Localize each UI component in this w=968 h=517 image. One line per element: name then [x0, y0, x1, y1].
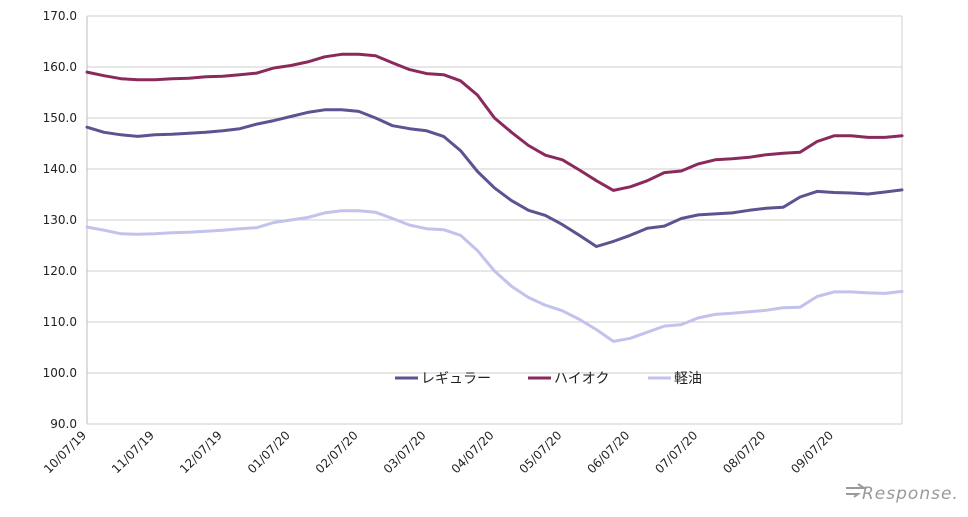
- legend-label-diesel: 軽油: [674, 371, 702, 387]
- x-tick-label: 09/07/20: [788, 428, 836, 476]
- x-tick-label: 01/07/20: [245, 428, 293, 476]
- y-tick-label: 160.0: [43, 60, 77, 74]
- series-line-high-octane: [85, 52, 904, 192]
- x-tick-label: 10/07/19: [41, 428, 89, 476]
- y-tick-label: 100.0: [43, 366, 77, 380]
- x-tick-label: 07/07/20: [652, 428, 700, 476]
- x-tick-label: 12/07/19: [177, 428, 225, 476]
- x-tick-label: 11/07/19: [109, 428, 157, 476]
- x-tick-label: 06/07/20: [584, 428, 632, 476]
- series-line-diesel: [85, 209, 904, 343]
- y-tick-label: 110.0: [43, 315, 77, 329]
- y-tick-label: 170.0: [43, 9, 77, 23]
- legend-item-regular: レギュラー: [395, 371, 491, 387]
- y-tick-label: 120.0: [43, 264, 77, 278]
- y-tick-label: 90.0: [50, 417, 77, 431]
- series-line-regular: [85, 108, 904, 248]
- legend-label-high-octane: ハイオク: [554, 371, 609, 387]
- x-tick-label: 04/07/20: [449, 428, 497, 476]
- x-axis-tick-labels: 10/07/19 11/07/19 12/07/19 01/07/20 02/07/20…: [41, 428, 836, 476]
- y-tick-label: 130.0: [43, 213, 77, 227]
- legend-label-regular: レギュラー: [421, 371, 491, 387]
- x-tick-label: 08/07/20: [720, 428, 768, 476]
- gridlines: [86, 15, 903, 425]
- y-axis-tick-labels: 90.0 100.0 110.0 120.0 130.0 140.0 150.0 160.0 1…: [43, 9, 77, 431]
- x-tick-label: 03/07/20: [381, 428, 429, 476]
- y-tick-label: 150.0: [43, 111, 77, 125]
- legend-item-high-octane: ハイオク: [528, 371, 609, 387]
- watermark-swoosh-icon: [846, 483, 868, 498]
- x-tick-label: 05/07/20: [517, 428, 565, 476]
- response-watermark: Response.: [846, 483, 959, 504]
- watermark-text: Response.: [862, 484, 959, 504]
- series-lines: [85, 52, 904, 343]
- legend-item-diesel: 軽油: [648, 371, 702, 387]
- legend: レギュラー ハイオク 軽油: [395, 371, 702, 387]
- y-tick-label: 140.0: [43, 162, 77, 176]
- x-tick-label: 02/07/20: [313, 428, 361, 476]
